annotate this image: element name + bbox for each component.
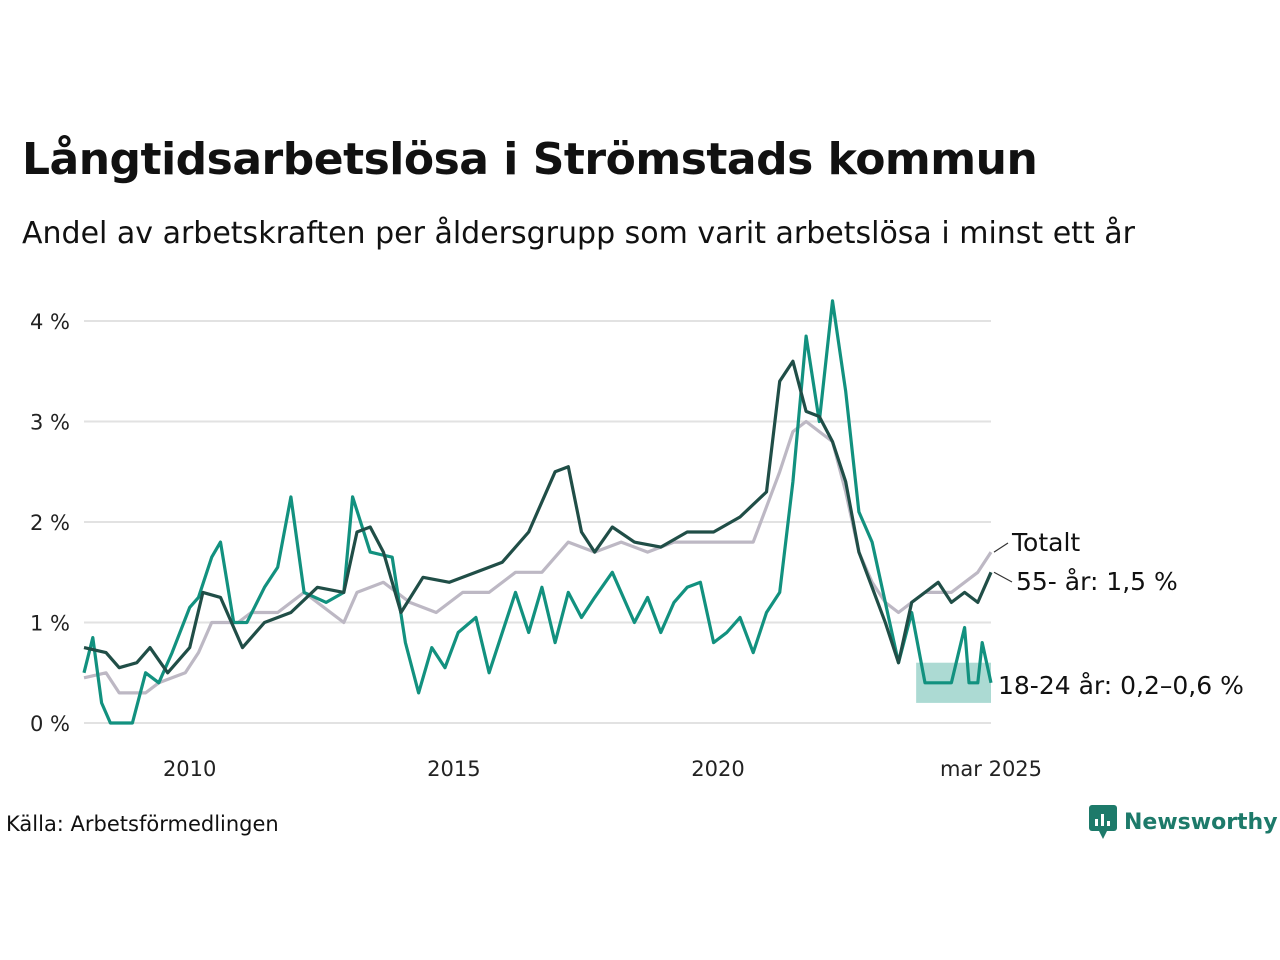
series-label-older: 55- år: 1,5 %	[1016, 567, 1178, 596]
x-tick-label: 2015	[427, 757, 480, 781]
series-line-older	[83, 359, 993, 675]
x-tick-label: mar 2025	[940, 757, 1042, 781]
y-tick-label: 2 %	[30, 511, 70, 535]
y-axis-ticks: 0 % 1 % 2 % 3 % 4 %	[30, 310, 70, 736]
series-line-young	[82, 299, 993, 725]
grid-lines	[84, 320, 991, 724]
series-labels: Totalt 55- år: 1,5 % 18-24 år: 0,2–0,6 %	[993, 528, 1244, 700]
source-note: Källa: Arbetsförmedlingen	[6, 812, 279, 836]
x-tick-label: 2010	[163, 757, 216, 781]
series-label-total: Totalt	[1011, 528, 1080, 557]
newsworthy-icon	[1089, 805, 1117, 839]
label-leader-line	[993, 571, 1013, 583]
x-axis-ticks: 2010 2015 2020 mar 2025	[163, 757, 1042, 781]
y-tick-label: 3 %	[30, 411, 70, 435]
series-lines	[82, 299, 993, 725]
brand-name: Newsworthy	[1124, 809, 1278, 835]
y-tick-label: 0 %	[30, 712, 70, 736]
y-tick-label: 4 %	[30, 310, 70, 334]
label-leader-line	[993, 542, 1009, 553]
brand-logo: Newsworthy	[1088, 804, 1278, 840]
x-tick-label: 2020	[691, 757, 744, 781]
y-tick-label: 1 %	[30, 612, 70, 636]
chart-subtitle: Andel av arbetskraften per åldersgrupp s…	[22, 216, 1135, 251]
chart-title: Långtidsarbetslösa i Strömstads kommun	[22, 134, 1038, 185]
series-label-young: 18-24 år: 0,2–0,6 %	[998, 671, 1244, 700]
